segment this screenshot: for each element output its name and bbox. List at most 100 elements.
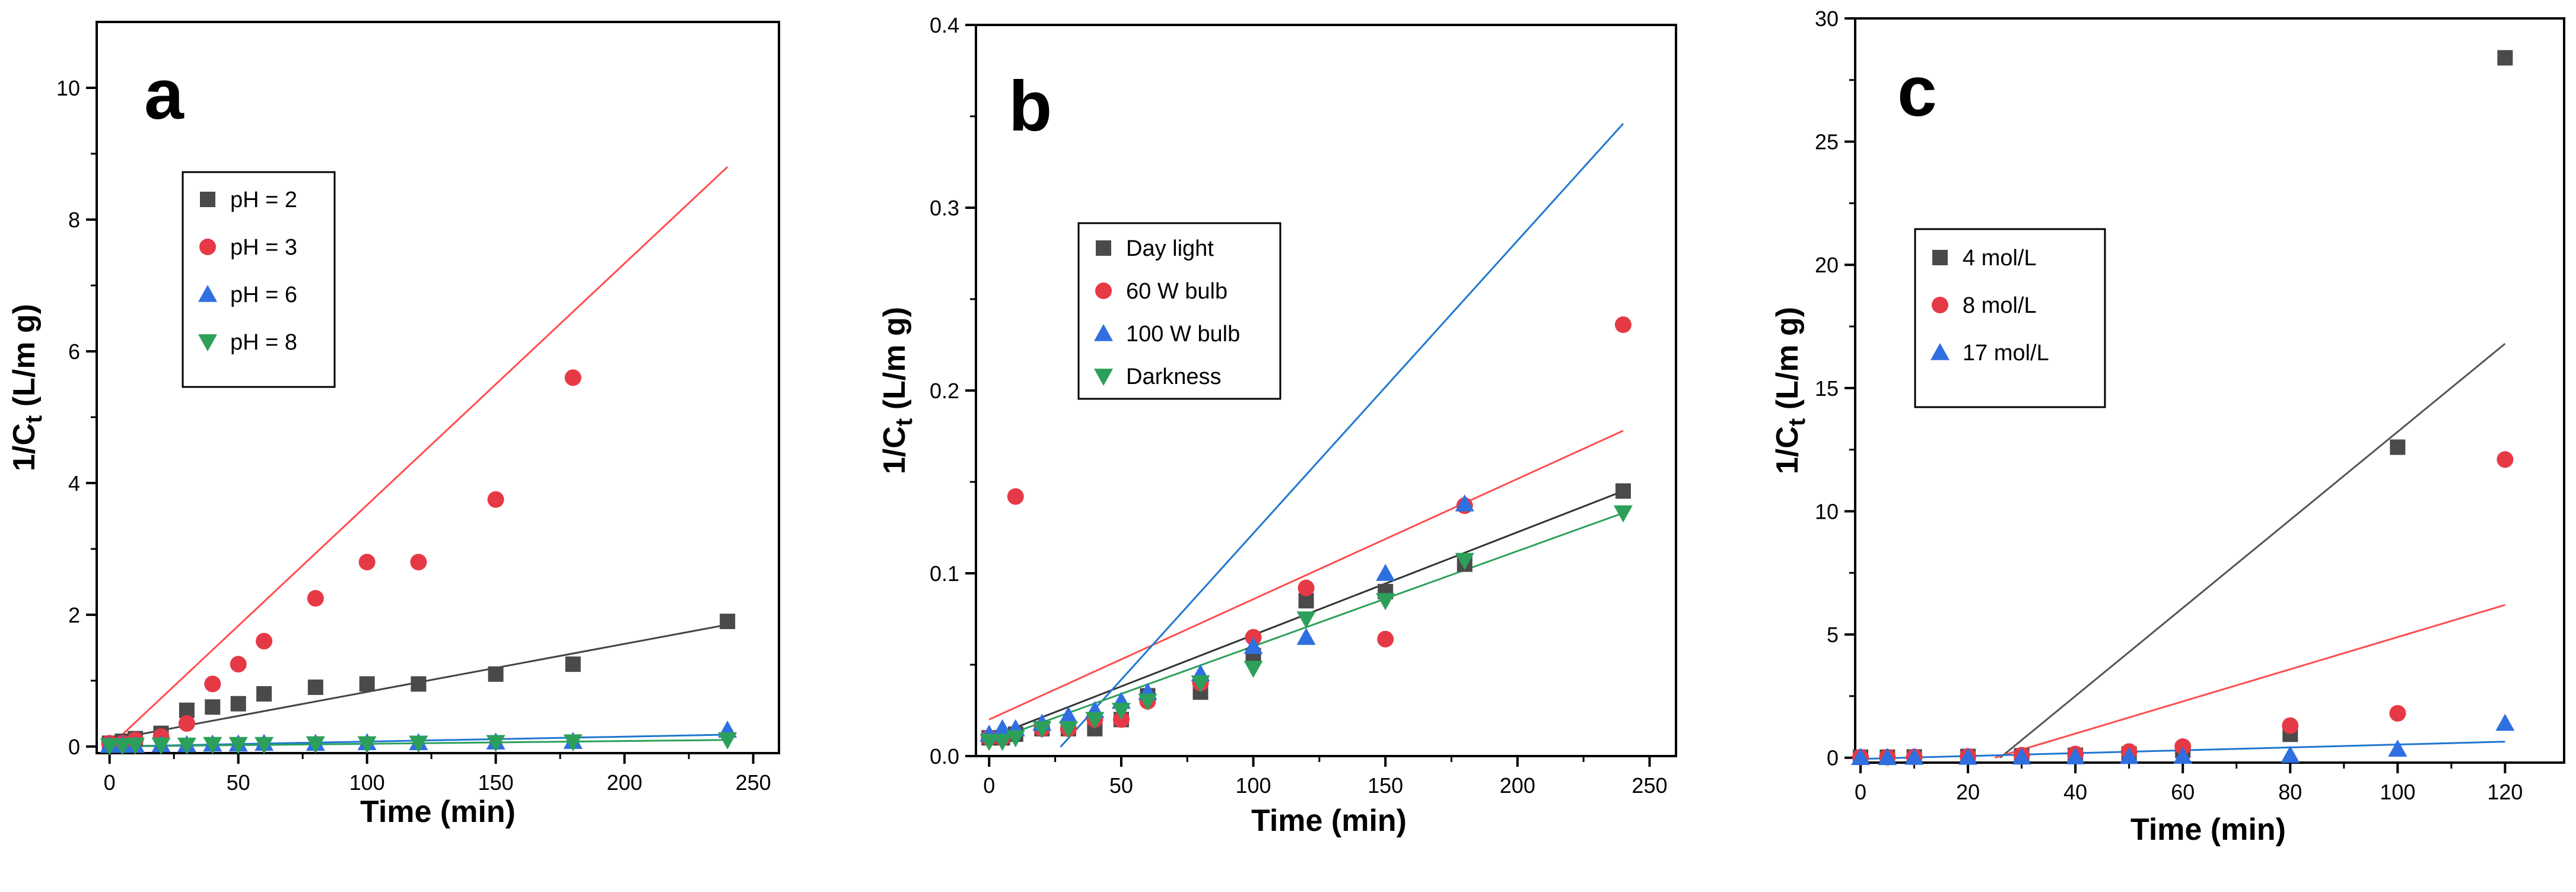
x-tick-label: 100 bbox=[1236, 773, 1271, 798]
data-point bbox=[2174, 738, 2192, 755]
legend-marker bbox=[199, 239, 216, 255]
x-tick-label: 0 bbox=[983, 773, 995, 798]
data-point bbox=[411, 676, 427, 692]
fit-line bbox=[1999, 342, 2506, 758]
data-point bbox=[2282, 717, 2299, 734]
y-tick-label: 2 bbox=[68, 603, 80, 627]
y-tick-label: 10 bbox=[56, 76, 80, 100]
y-axis-title: 1/Ct (L/m g) bbox=[1770, 307, 1810, 474]
data-point bbox=[2495, 713, 2515, 731]
x-tick-label: 20 bbox=[1956, 780, 1980, 804]
data-point bbox=[2119, 747, 2139, 764]
panel-a: 0 50 100 150 200 250 0 2 4 6 8 10 a Time (min) 1/Ct… bbox=[7, 21, 780, 829]
y-tick-label: 8 bbox=[68, 208, 80, 232]
legend-marker bbox=[1094, 369, 1113, 386]
y-tick-label: 5 bbox=[1827, 623, 1839, 647]
data-point bbox=[203, 737, 222, 754]
data-point bbox=[358, 554, 376, 571]
data-point bbox=[256, 633, 273, 650]
legend-marker bbox=[1095, 282, 1112, 299]
data-point bbox=[720, 614, 736, 630]
data-point bbox=[204, 675, 221, 693]
data-point bbox=[228, 737, 248, 754]
legend-label: Day light bbox=[1126, 236, 1214, 261]
y-tick-label: 6 bbox=[68, 339, 80, 364]
data-point bbox=[1376, 593, 1395, 611]
x-tick-label: 50 bbox=[1109, 773, 1133, 798]
legend: Day light 60 W bulb 100 W bulb Darkness bbox=[1077, 222, 1281, 400]
panel-letter: b bbox=[1009, 66, 1052, 146]
data-point bbox=[126, 737, 145, 755]
data-point bbox=[2388, 739, 2408, 757]
data-point bbox=[1376, 564, 1395, 581]
panel-letter: a bbox=[144, 55, 185, 134]
data-point bbox=[1613, 505, 1633, 523]
data-point bbox=[2066, 747, 2085, 764]
data-point bbox=[1958, 747, 1978, 765]
data-point bbox=[487, 491, 504, 508]
y-tick-label: 0.0 bbox=[930, 744, 959, 769]
data-point bbox=[993, 734, 1012, 751]
data-point bbox=[486, 735, 505, 753]
x-tick-label: 40 bbox=[2063, 780, 2087, 804]
x-tick-label: 0 bbox=[104, 770, 116, 795]
data-point bbox=[357, 736, 377, 754]
data-point bbox=[410, 554, 427, 571]
x-tick-label: 0 bbox=[1855, 780, 1866, 804]
data-point bbox=[256, 686, 272, 702]
x-tick-label: 50 bbox=[227, 770, 250, 795]
y-tick-label: 4 bbox=[68, 471, 80, 496]
panel-b: 0 50 100 150 200 250 0.0 0.1 0.2 0.3 0.4 b Time (m… bbox=[877, 13, 1677, 838]
data-point bbox=[1296, 611, 1316, 628]
x-tick-label: 100 bbox=[2380, 780, 2415, 804]
legend-marker bbox=[198, 334, 217, 351]
legend-label: 60 W bulb bbox=[1126, 279, 1227, 304]
data-point bbox=[307, 680, 323, 696]
data-point bbox=[1058, 721, 1078, 738]
data-point bbox=[409, 735, 428, 753]
legend-box bbox=[182, 171, 336, 388]
data-point bbox=[1851, 748, 1871, 766]
data-point bbox=[2012, 747, 2031, 765]
data-point bbox=[205, 699, 221, 715]
x-tick-label: 250 bbox=[736, 770, 771, 795]
data-point bbox=[565, 656, 581, 672]
data-point bbox=[2390, 439, 2406, 455]
legend-marker bbox=[200, 192, 215, 207]
x-tick-label: 200 bbox=[607, 770, 643, 795]
legend-label: pH = 6 bbox=[230, 282, 297, 307]
legend-marker bbox=[1094, 324, 1113, 341]
x-tick-label: 250 bbox=[1632, 773, 1667, 798]
data-point bbox=[255, 737, 274, 754]
legend-label: 100 W bulb bbox=[1126, 322, 1240, 347]
y-axis-title: 1/Ct (L/m g) bbox=[877, 307, 917, 474]
data-point bbox=[230, 696, 246, 712]
data-point bbox=[2173, 747, 2193, 764]
legend-label: 8 mol/L bbox=[1963, 293, 2037, 318]
legend-label: 17 mol/L bbox=[1963, 341, 2049, 366]
y-tick-label: 20 bbox=[1815, 253, 1839, 277]
data-point bbox=[1085, 712, 1105, 729]
data-point bbox=[151, 737, 171, 755]
x-axis-title: Time (min) bbox=[2130, 812, 2286, 847]
y-axis-title: 1/Ct (L/m g) bbox=[7, 304, 47, 471]
data-point bbox=[2389, 704, 2406, 722]
data-point bbox=[564, 369, 581, 386]
data-point bbox=[1377, 630, 1394, 647]
y-tick-label: 10 bbox=[1815, 499, 1839, 523]
legend: pH = 2 pH = 3 pH = 6 pH = 8 bbox=[182, 171, 336, 388]
data-point bbox=[1006, 730, 1025, 748]
data-point bbox=[1138, 693, 1157, 711]
legend: 4 mol/L 8 mol/L 17 mol/L bbox=[1914, 228, 2106, 408]
plot-frame bbox=[96, 21, 780, 754]
axis-ticks: 0 50 100 150 200 250 0.0 0.1 0.2 0.3 0.4 bbox=[930, 13, 1668, 798]
plot-frame bbox=[1854, 17, 2565, 764]
x-tick-label: 150 bbox=[1367, 773, 1403, 798]
y-tick-label: 0 bbox=[68, 735, 80, 759]
data-point bbox=[1191, 675, 1210, 693]
x-axis-title: Time (min) bbox=[1251, 804, 1407, 838]
data-point bbox=[1032, 721, 1052, 738]
legend-marker bbox=[1932, 250, 1948, 265]
data-point bbox=[307, 590, 324, 607]
